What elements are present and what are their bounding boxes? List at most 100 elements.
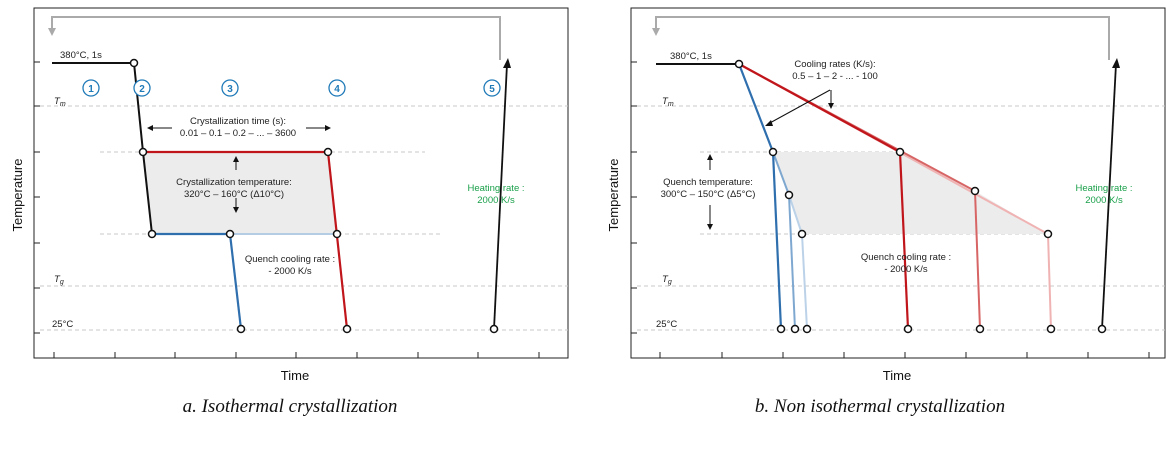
shaded-region — [143, 152, 337, 234]
cooling-blue-light — [788, 194, 803, 235]
cooling-red — [738, 63, 901, 153]
node — [768, 147, 778, 157]
cooling-blue-mid — [772, 151, 790, 196]
node — [802, 324, 812, 334]
step-1: 1 — [88, 84, 94, 95]
quench-red-mid — [974, 190, 981, 330]
arrow-head — [765, 120, 773, 126]
quench-temp-values: 300°C – 150°C (Δ5°C) — [661, 189, 756, 200]
axis-ticks — [34, 61, 540, 358]
heating-arrow-head — [1112, 58, 1120, 68]
step-3: 3 — [227, 84, 233, 95]
node — [1097, 324, 1107, 334]
y-axis-label: Temperature — [606, 159, 621, 232]
panel-isothermal: 1 2 3 4 5 380°C, 1s Tm Tg 25°C Crystalli… — [0, 0, 580, 450]
node — [489, 324, 499, 334]
nodes — [734, 59, 1107, 334]
heating-value: 2000 K/s — [1085, 195, 1123, 206]
caption-non-isothermal: b. Non isothermal crystallization — [754, 396, 1006, 417]
heating-title: Heating rate : — [467, 183, 524, 194]
plot-frame — [33, 7, 569, 359]
caption-isothermal: a. Isothermal crystallization — [182, 396, 398, 417]
heating-title: Heating rate : — [1075, 183, 1132, 194]
node — [895, 147, 905, 157]
heating-line — [493, 63, 508, 330]
node — [776, 324, 786, 334]
start-label: 380°C, 1s — [670, 51, 712, 62]
axis-ticks — [631, 61, 1150, 358]
tg-label: Tg — [662, 274, 672, 286]
quench-blue-mid — [788, 194, 796, 330]
quench-red — [326, 151, 349, 330]
node — [342, 324, 352, 334]
node — [225, 229, 235, 239]
quench-value: - 2000 K/s — [268, 266, 312, 277]
start-label: 380°C, 1s — [60, 50, 102, 61]
cycle-arrow — [51, 16, 501, 60]
room-temp-label: 25°C — [52, 319, 73, 330]
step-4: 4 — [334, 84, 340, 95]
quench-red-light — [1047, 233, 1052, 330]
y-axis-label: Temperature — [10, 159, 25, 232]
room-temp-label: 25°C — [656, 319, 677, 330]
arrow-head — [147, 125, 153, 131]
quench-red — [898, 151, 910, 330]
step-circles — [82, 79, 501, 97]
plot-frame — [630, 7, 1166, 359]
cycle-arrow-head — [652, 28, 660, 36]
node — [790, 324, 800, 334]
quench-value: - 2000 K/s — [884, 264, 928, 275]
cryst-time-title: Crystallization time (s): — [190, 116, 286, 127]
cycle-arrow-head — [48, 28, 56, 36]
heating-value: 2000 K/s — [477, 195, 515, 206]
cycle-arrow — [655, 16, 1110, 60]
node — [784, 190, 794, 200]
x-axis-label: Time — [281, 368, 309, 383]
step-5: 5 — [489, 84, 495, 95]
x-axis-label: Time — [883, 368, 911, 383]
diagram-isothermal: 1 2 3 4 5 380°C, 1s Tm Tg 25°C Crystalli… — [10, 7, 569, 383]
step-2: 2 — [139, 84, 145, 95]
node — [903, 324, 913, 334]
cooling-rates-title: Cooling rates (K/s): — [794, 59, 875, 70]
annotation-arrows — [709, 89, 832, 226]
cryst-temp-title: Crystallization temperature: — [176, 177, 292, 188]
tg-label: Tg — [54, 274, 64, 286]
arrow-head — [325, 125, 331, 131]
heating-arrow-head — [503, 58, 511, 68]
arrow-head — [707, 224, 713, 230]
arrow-head — [233, 207, 239, 213]
node — [975, 324, 985, 334]
node — [1046, 324, 1056, 334]
tm-label: Tm — [54, 96, 66, 108]
heating-line — [1101, 63, 1117, 330]
arrow-head — [233, 156, 239, 162]
node — [797, 229, 807, 239]
cooling-rates-values: 0.5 – 1 – 2 - ... - 100 — [792, 71, 878, 82]
node — [129, 58, 139, 68]
quench-title: Quench cooling rate : — [861, 252, 951, 263]
quench-blue-light — [801, 233, 808, 330]
quench-temp-title: Quench temperature: — [663, 177, 753, 188]
node — [1043, 229, 1053, 239]
cryst-temp-values: 320°C – 160°C (Δ10°C) — [184, 189, 284, 200]
node — [734, 59, 744, 69]
nodes — [129, 58, 499, 334]
node — [138, 147, 148, 157]
shaded-region — [773, 152, 1048, 234]
quench-blue — [771, 151, 783, 330]
arrow-head — [828, 103, 834, 109]
panel-non-isothermal: 380°C, 1s Tm Tg 25°C Cooling rates (K/s)… — [590, 0, 1167, 450]
quench-title: Quench cooling rate : — [245, 254, 335, 265]
tm-label: Tm — [662, 96, 674, 108]
arrow-head — [707, 154, 713, 160]
node — [147, 229, 157, 239]
cryst-time-values: 0.01 – 0.1 – 0.2 – ... – 3600 — [180, 128, 296, 139]
node — [970, 186, 980, 196]
cooling-blue — [737, 63, 775, 153]
node — [323, 147, 333, 157]
initial-cooling-curve — [52, 62, 153, 235]
quench-blue — [228, 233, 243, 330]
diagram-non-isothermal: 380°C, 1s Tm Tg 25°C Cooling rates (K/s)… — [606, 7, 1166, 383]
node — [332, 229, 342, 239]
